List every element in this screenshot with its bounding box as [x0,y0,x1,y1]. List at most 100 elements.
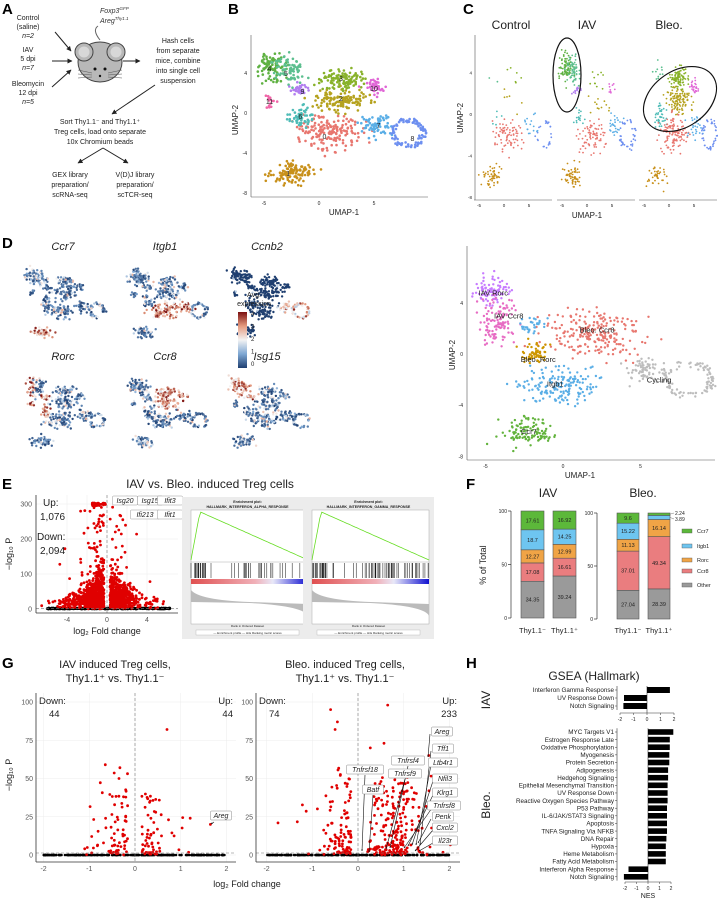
umap-point [261,73,265,76]
umap-point [319,128,322,131]
umap-point [683,92,686,95]
umap-point [491,120,494,122]
expression-point [266,423,269,426]
expression-point [126,384,129,387]
umap-point [578,77,581,80]
umap-point [560,178,563,181]
umap-point [364,77,367,80]
umap-point [360,121,363,125]
expression-point [255,312,258,316]
expression-point [66,280,70,283]
umap-point [380,87,384,91]
umap-point [611,124,613,126]
umap-point [313,121,317,125]
umap-point [279,79,283,83]
expression-point [70,403,73,406]
umap-point [357,97,360,101]
expression-point [195,316,199,319]
umap-point [279,57,283,61]
umap-point [558,57,561,59]
umap-point [399,118,403,121]
umap-point [326,127,330,130]
umap-point [631,145,634,147]
expression-point [64,278,67,281]
expression-point [236,278,239,282]
line [77,76,93,79]
expression-point [155,309,158,312]
expression-point [231,382,234,385]
umap-point [344,72,347,76]
expression-point [47,402,50,405]
arrow [54,31,72,52]
umap-point [591,71,594,73]
expression-point [276,306,279,309]
expression-point [168,297,171,301]
expression-point [249,411,252,415]
schematic-text: 10x Chromium beads [67,139,134,146]
umap-point [304,108,308,112]
expression-point [31,391,35,394]
umap-point [330,97,333,100]
umap-point [308,130,312,134]
umap-point [499,127,502,129]
tick-label: 0 [503,203,506,208]
expression-point [173,275,176,278]
expression-point [41,275,44,278]
expression-point [164,400,167,404]
expression-point [35,274,38,277]
umap-point [671,119,674,121]
umap-point [492,170,495,173]
expression-point [256,309,259,312]
expression-point [29,402,32,405]
umap-point [648,179,651,182]
umap-point [492,283,495,286]
expression-point [175,314,178,318]
umap-point [676,88,679,91]
umap-point [676,98,679,101]
umap-point [344,98,347,101]
umap-point [667,146,670,149]
umap-point [630,143,632,146]
umap-point [602,131,604,134]
umap-point [586,126,589,128]
expression-point [300,425,304,428]
expression-point [79,287,83,291]
expression-point [265,278,268,281]
umap-point [489,178,492,181]
umap-point [502,127,505,130]
umap-point [680,74,683,77]
expression-point [168,309,171,312]
umap-point [571,182,574,185]
umap-point [301,103,305,107]
umap-point [571,69,574,71]
expression-point [139,327,143,330]
umap-point [313,124,316,127]
umap-point [679,144,681,147]
expression-point [137,331,140,335]
expression-point [184,289,187,292]
umap-point [595,146,598,148]
expression-point [132,268,135,271]
umap-point [300,165,304,168]
umap-point [304,168,308,171]
umap-point [657,182,660,185]
umap-point [351,101,355,104]
expression-point [268,427,271,431]
umap-point [678,70,681,73]
expression-point [62,296,66,299]
umap-point [630,121,632,124]
umap-point [356,131,360,135]
condition-title: IAV [578,18,596,32]
umap-point [298,140,301,143]
umap-point [570,168,573,171]
expression-point [173,404,177,408]
umap-point [278,179,281,182]
expression-point [41,390,45,393]
expression-point [159,390,163,393]
expression-point [168,403,171,406]
umap-point [666,91,669,94]
umap-point [695,86,698,88]
umap-point [610,112,612,114]
umap-point [613,88,616,91]
umap-point [404,145,408,149]
